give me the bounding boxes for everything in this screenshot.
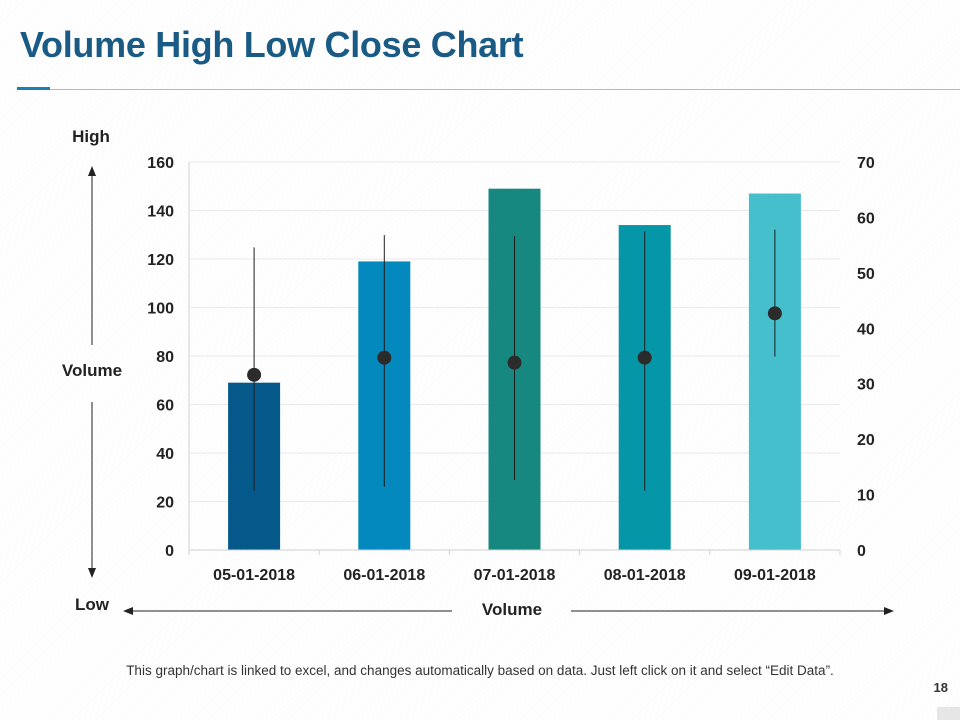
- right-tick-label: 70: [857, 155, 875, 172]
- hlc-chart[interactable]: 0 20 40 60 80 100 120 140 160 0 10 20 30 40 50 60 70 05…: [0, 0, 960, 660]
- left-tick-label: 80: [156, 349, 174, 366]
- right-tick-label: 30: [857, 377, 875, 394]
- footer-note: This graph/chart is linked to excel, and…: [126, 663, 834, 678]
- title-divider: [50, 89, 960, 90]
- close-point[interactable]: [507, 355, 522, 370]
- category-label: 07-01-2018: [474, 567, 556, 584]
- right-axis-ticks: 0 10 20 30 40 50 60 70: [857, 155, 875, 560]
- page-number: 18: [933, 680, 948, 695]
- close-point[interactable]: [637, 350, 652, 365]
- close-point[interactable]: [767, 306, 782, 321]
- category-label: 08-01-2018: [604, 567, 686, 584]
- arrow-down-head: [88, 568, 96, 578]
- category-label: 05-01-2018: [213, 567, 295, 584]
- close-points: [247, 306, 782, 382]
- page-title: Volume High Low Close Chart: [20, 24, 524, 65]
- close-point[interactable]: [377, 350, 392, 365]
- low-annotation: Low: [75, 595, 110, 614]
- left-tick-label: 120: [147, 252, 174, 269]
- arrow-up-head: [88, 166, 96, 176]
- right-tick-label: 10: [857, 488, 875, 505]
- category-label: 09-01-2018: [734, 567, 816, 584]
- arrow-left-head: [123, 607, 133, 615]
- title-accent-bar: [17, 87, 50, 90]
- right-tick-label: 0: [857, 543, 866, 560]
- right-tick-label: 60: [857, 210, 875, 227]
- left-tick-label: 140: [147, 204, 174, 221]
- left-tick-label: 100: [147, 301, 174, 318]
- chart-axes: [188, 162, 841, 555]
- left-tick-label: 20: [156, 495, 174, 512]
- left-axis-ticks: 0 20 40 60 80 100 120 140 160: [147, 155, 174, 560]
- left-tick-label: 60: [156, 398, 174, 415]
- volume-bottom-annotation: Volume: [482, 600, 542, 619]
- left-tick-label: 40: [156, 446, 174, 463]
- corner-mark: [937, 707, 960, 720]
- right-tick-label: 40: [857, 321, 875, 338]
- category-label: 06-01-2018: [343, 567, 425, 584]
- category-labels: 05-01-2018 06-01-2018 07-01-2018 08-01-2018…: [213, 567, 816, 584]
- close-point[interactable]: [247, 367, 262, 382]
- volume-side-annotation: Volume: [62, 361, 122, 380]
- left-tick-label: 0: [165, 543, 174, 560]
- left-tick-label: 160: [147, 155, 174, 172]
- right-tick-label: 50: [857, 266, 875, 283]
- right-tick-label: 20: [857, 432, 875, 449]
- axis-annotations: High Volume Low Volume: [62, 127, 894, 619]
- arrow-right-head: [884, 607, 894, 615]
- high-annotation: High: [72, 127, 110, 146]
